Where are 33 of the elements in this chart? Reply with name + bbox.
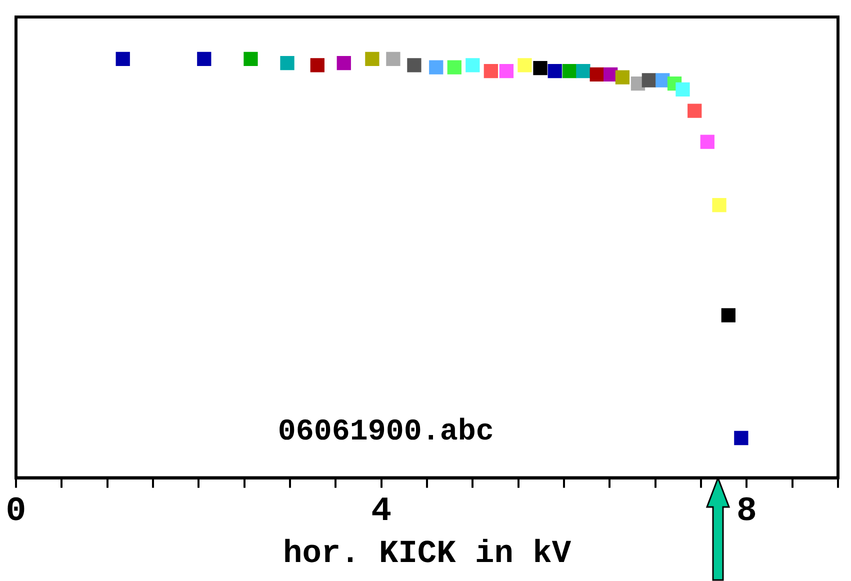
point [548,64,562,78]
point [116,52,130,66]
point [197,52,212,66]
point [712,198,726,212]
point [429,60,444,74]
point [590,67,604,82]
point [244,52,258,66]
point [576,64,590,78]
point [700,134,714,149]
point [466,58,480,72]
point [721,308,736,322]
point [734,430,748,446]
point [386,52,400,66]
point [533,61,548,76]
point [676,82,690,97]
point [688,104,702,118]
point [615,70,630,84]
annotation: 06061900.abc [278,415,494,450]
point [518,58,532,72]
x-tick-label: 0 [6,492,26,531]
point [310,58,324,72]
x-tick-label: 8 [736,492,757,531]
point [642,73,656,88]
x-tick-label: 4 [371,492,392,531]
point [499,64,514,78]
point [336,56,351,70]
point [447,60,462,74]
x-axis-title: hor. KICK in kV [282,534,572,572]
point [562,64,577,78]
point [280,56,294,70]
point [407,58,422,72]
point [484,64,498,78]
point [365,52,380,66]
